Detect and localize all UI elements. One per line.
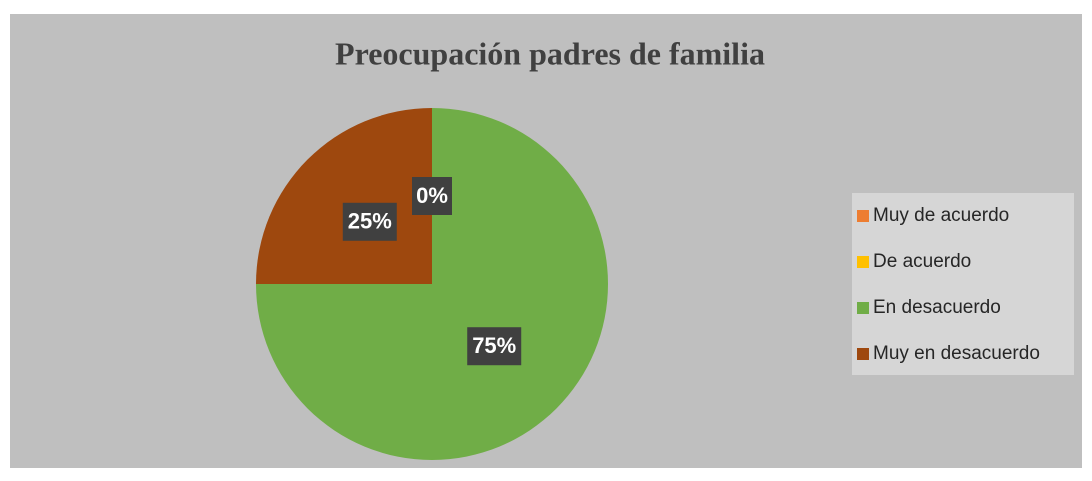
legend-swatch [857,348,869,360]
legend-label: Muy en desacuerdo [873,343,1040,364]
chart-title: Preocupación padres de familia [335,35,765,71]
legend-label: En desacuerdo [873,297,1001,318]
data-label-box [342,202,397,241]
legend-label: De acuerdo [873,251,971,272]
legend [852,193,1074,375]
data-label-box [412,177,452,215]
legend-swatch [857,302,869,314]
data-label: 25% [348,209,392,234]
data-label: 75% [472,333,516,358]
data-label-box [467,327,522,366]
legend-swatch [857,210,869,222]
data-label: 0% [416,183,448,208]
legend-swatch [857,256,869,268]
legend-label: Muy de acuerdo [873,205,1009,226]
